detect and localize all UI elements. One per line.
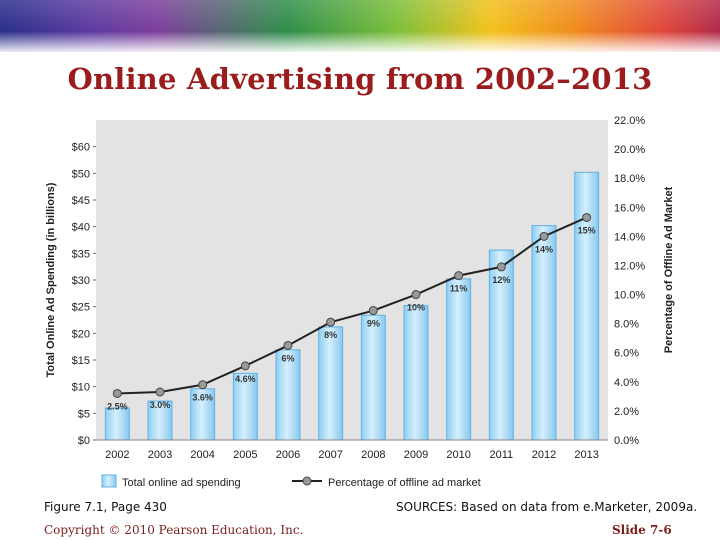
y2-tick-label: 6.0% [614, 348, 639, 360]
y-tick-label: $50 [72, 168, 90, 180]
line-point-2004 [198, 380, 208, 390]
y-tick-label: $10 [72, 382, 90, 394]
bar-2002 [104, 407, 130, 441]
x-tick-label: 2013 [574, 449, 598, 461]
data-label: 15% [578, 225, 596, 235]
data-label: 11% [450, 284, 468, 294]
data-label: 9% [367, 319, 380, 329]
line-point-2003 [155, 387, 165, 397]
bar-2009 [403, 305, 429, 441]
bar-2013 [574, 171, 600, 441]
legend-bar-label: Total online ad spending [122, 477, 241, 489]
y2-tick-label: 18.0% [614, 173, 645, 185]
y-tick-label: $30 [72, 275, 90, 287]
line-percentage [117, 216, 588, 395]
data-label: 14% [535, 244, 553, 254]
copyright: Copyright © 2010 Pearson Education, Inc. [44, 523, 304, 537]
bar-2012 [531, 225, 557, 441]
chart: $0 $5 $10 $15 $20 $25 $30 $35 $40 $45 $50 $60 0.0% 2.… [45, 115, 675, 489]
legend-line-label: Percentage of offline ad market [328, 477, 481, 489]
data-label: 4.6% [235, 374, 256, 384]
legend-line-marker [302, 476, 312, 486]
data-label: 8% [324, 330, 337, 340]
x-tick-label: 2009 [404, 449, 428, 461]
y-tick-label: $35 [72, 248, 90, 260]
line-point-2008 [368, 306, 378, 316]
y2-tick-label: 2.0% [614, 406, 639, 418]
line-point-2011 [496, 262, 506, 272]
header-banner-fade [0, 0, 720, 52]
slide-title: Online Advertising from 2002–2013 [67, 62, 653, 96]
x-tick-label: 2007 [318, 449, 342, 461]
bar-2007 [318, 326, 344, 441]
y2-tick-label: 14.0% [614, 231, 645, 243]
y-tick-label: $40 [72, 222, 90, 234]
x-tick-label: 2003 [148, 449, 172, 461]
line-point-2012 [539, 231, 549, 241]
plot-area [96, 120, 608, 440]
x-tick-label: 2010 [446, 449, 470, 461]
y2-tick-label: 4.0% [614, 377, 639, 389]
y-tick-label: $60 [72, 142, 90, 154]
x-tick-label: 2008 [361, 449, 385, 461]
line-point-2005 [240, 361, 250, 371]
y2-axis-title: Percentage of Offline Ad Market [663, 186, 675, 353]
line-point-2009 [411, 290, 421, 300]
data-label: 3.0% [150, 400, 171, 410]
y-axis-title: Total Online Ad Spending (in billions) [45, 182, 57, 377]
y2-tick-label: 10.0% [614, 290, 645, 302]
legend-bar-swatch [101, 474, 117, 488]
sources-note: SOURCES: Based on data from e.Marketer, … [396, 500, 698, 514]
y2-tick-label: 16.0% [614, 202, 645, 214]
y-tick-label: $0 [78, 435, 90, 447]
x-tick-label: 2004 [190, 449, 214, 461]
y-tick-label: $25 [72, 302, 90, 314]
line-point-2002 [112, 388, 122, 398]
x-tick-label: 2012 [532, 449, 556, 461]
y-tick-label: $15 [72, 355, 90, 367]
line-point-2010 [454, 271, 464, 281]
x-tick-label: 2006 [276, 449, 300, 461]
y2-tick-label: 0.0% [614, 435, 639, 447]
y2-tick-label: 8.0% [614, 319, 639, 331]
x-tick-label: 2002 [105, 449, 129, 461]
y2-tick-label: 22.0% [614, 115, 645, 127]
x-tick-label: 2005 [233, 449, 257, 461]
data-label: 6% [281, 353, 294, 363]
y-tick-label: $45 [72, 195, 90, 207]
slide-number: Slide 7-6 [612, 523, 672, 537]
data-label: 12% [492, 275, 510, 285]
line-point-2006 [283, 340, 293, 350]
y-tick-label: $20 [72, 328, 90, 340]
y2-tick-label: 20.0% [614, 144, 645, 156]
data-label: 10% [407, 303, 425, 313]
bar-2008 [360, 314, 386, 441]
bar-2010 [446, 278, 472, 441]
x-tick-label: 2011 [490, 449, 514, 461]
y2-tick-label: 12.0% [614, 260, 645, 272]
y-tick-label: $5 [78, 408, 90, 420]
data-label: 2.5% [107, 401, 128, 411]
line-point-2007 [326, 317, 336, 327]
data-label: 3.6% [192, 393, 213, 403]
figure-caption: Figure 7.1, Page 430 [44, 500, 167, 514]
line-point-2013 [582, 212, 592, 222]
